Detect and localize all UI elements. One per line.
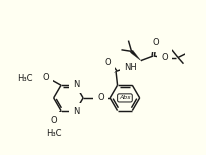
Text: O: O: [42, 73, 49, 82]
Text: N: N: [73, 80, 79, 89]
Text: O: O: [51, 116, 57, 125]
Text: O: O: [98, 93, 104, 102]
Text: H₃C: H₃C: [17, 74, 32, 83]
Text: O: O: [104, 58, 111, 67]
Text: O: O: [162, 53, 168, 62]
Text: NH: NH: [124, 63, 137, 72]
Text: N: N: [73, 107, 79, 116]
Text: H₃C: H₃C: [46, 129, 62, 138]
Text: Abs: Abs: [119, 95, 131, 100]
Polygon shape: [130, 50, 141, 61]
Text: O: O: [152, 38, 159, 47]
